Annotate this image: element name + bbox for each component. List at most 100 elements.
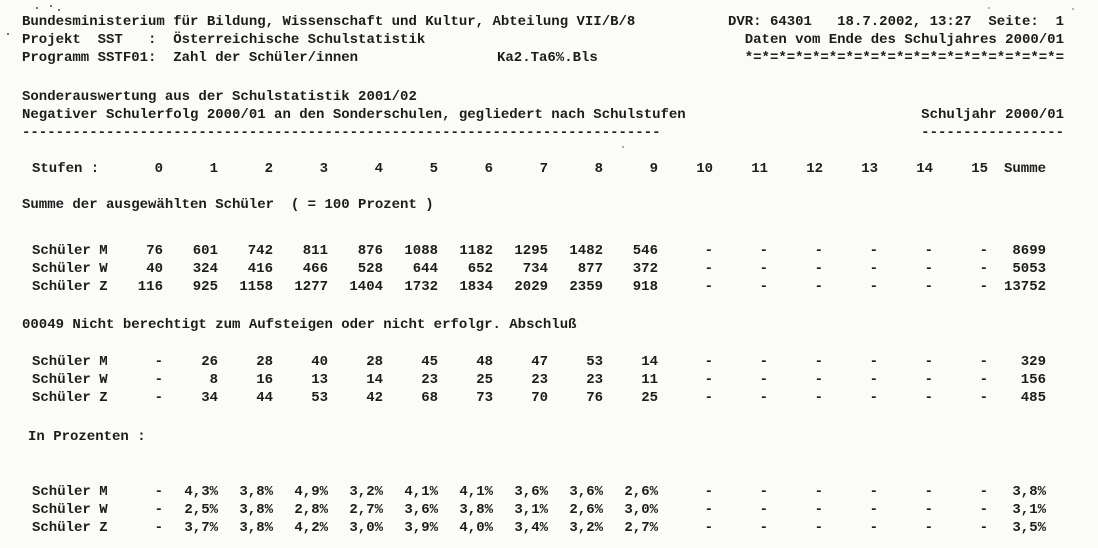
table-cell: - xyxy=(759,502,768,518)
table-cell: - xyxy=(154,354,163,370)
table-cell: 14 xyxy=(366,372,383,388)
table-cell: 329 xyxy=(1020,354,1046,370)
table-cell: 47 xyxy=(531,354,548,370)
table-cell: 734 xyxy=(522,261,548,277)
table-cell: 8 xyxy=(209,372,218,388)
table-cell: - xyxy=(814,520,823,536)
table-cell: 45 xyxy=(421,354,438,370)
column-header: 4 xyxy=(374,161,383,177)
column-header: 3 xyxy=(319,161,328,177)
table-row: Schüler Z - 3,7% 3,8% 4,2% 3,0% 3,9% 4,0% 3,4% 3,… xyxy=(22,519,1064,537)
table-cell: 3,1% xyxy=(1012,502,1046,518)
school-year-label: Schuljahr 2000/01 xyxy=(921,107,1064,123)
table-cell: - xyxy=(759,390,768,406)
table-cell: 76 xyxy=(586,390,603,406)
table-cell: - xyxy=(704,372,713,388)
scan-artifact xyxy=(50,5,52,7)
table-cell: 925 xyxy=(192,279,218,295)
row-label: Schüler W xyxy=(32,502,108,518)
report-title: Negativer Schulerfolg 2000/01 an den Son… xyxy=(22,107,686,123)
table-cell: - xyxy=(979,243,988,259)
table-cell: 70 xyxy=(531,390,548,406)
table-cell: - xyxy=(869,390,878,406)
column-header: 6 xyxy=(484,161,493,177)
table-cell: - xyxy=(869,261,878,277)
table-cell: 23 xyxy=(531,372,548,388)
table-cell: 876 xyxy=(357,243,383,259)
table-cell: - xyxy=(869,484,878,500)
row-label: Schüler M xyxy=(32,354,108,370)
table-cell: 485 xyxy=(1020,390,1046,406)
table-cell: 811 xyxy=(302,243,328,259)
project-label: Projekt SST : Österreichische Schulstati… xyxy=(22,32,426,48)
table-cell: - xyxy=(814,390,823,406)
table-row: Schüler Z - 34 44 53 42 68 73 70 76 25 - - - - - - 485 xyxy=(22,389,1064,407)
table-cell: 3,8% xyxy=(239,520,273,536)
table-cell: 11 xyxy=(641,372,658,388)
table-row: Schüler M 76 601 742 811 876 1088 1182 1295 1482 5… xyxy=(22,242,1064,260)
title-underline-right: ----------------- xyxy=(921,125,1064,141)
table-cell: - xyxy=(704,390,713,406)
table-cell: 2,7% xyxy=(624,520,658,536)
table-cell: 918 xyxy=(632,279,658,295)
column-header: 0 xyxy=(154,161,163,177)
header-line-1: Bundesministerium für Bildung, Wissensch… xyxy=(22,13,1064,31)
row-label: Schüler W xyxy=(32,261,108,277)
table-header-row: Stufen :0 1 2 3 4 5 6 7 8 9 10 11 12 13 14 15 Summe xyxy=(22,160,1064,178)
file-reference: Ka2.Ta6%.Bls xyxy=(497,50,598,66)
table-cell: - xyxy=(704,520,713,536)
table-cell: - xyxy=(924,484,933,500)
table-cell: 3,0% xyxy=(624,502,658,518)
table-cell: 14 xyxy=(641,354,658,370)
report-subtitle: Sonderauswertung aus der Schulstatistik … xyxy=(22,89,417,105)
title-line-1: Sonderauswertung aus der Schulstatistik … xyxy=(22,88,1064,106)
table-cell: - xyxy=(814,243,823,259)
table-cell: 116 xyxy=(137,279,163,295)
table-cell: 40 xyxy=(311,354,328,370)
table-cell: 877 xyxy=(577,261,603,277)
report-header: Bundesministerium für Bildung, Wissensch… xyxy=(22,13,1064,67)
scan-artifact xyxy=(622,146,624,148)
table-cell: 3,9% xyxy=(404,520,438,536)
table-cell: - xyxy=(979,390,988,406)
table-cell: - xyxy=(704,484,713,500)
column-header: 14 xyxy=(916,161,933,177)
table-cell: - xyxy=(154,520,163,536)
table-cell: 48 xyxy=(476,354,493,370)
program-label: Programm SSTF01: Zahl der Schüler/innen xyxy=(22,50,359,66)
table-row: Schüler M - 26 28 40 28 45 48 47 53 14 - - - - - - 329 xyxy=(22,353,1064,371)
table-cell: 8699 xyxy=(1012,243,1046,259)
table-cell: 16 xyxy=(256,372,273,388)
table-cell: 3,5% xyxy=(1012,520,1046,536)
table-cell: - xyxy=(759,520,768,536)
table-cell: - xyxy=(979,279,988,295)
table-cell: - xyxy=(704,243,713,259)
table-cell: - xyxy=(924,261,933,277)
table-cell: 2359 xyxy=(569,279,603,295)
table-cell: 42 xyxy=(366,390,383,406)
table-cell: 644 xyxy=(412,261,438,277)
scan-artifact xyxy=(988,7,990,9)
table-cell: 1182 xyxy=(459,243,493,259)
table-cell: 3,4% xyxy=(514,520,548,536)
title-underline: ----------------------------------------… xyxy=(22,124,1064,142)
section-heading: In Prozenten : xyxy=(28,429,146,445)
table-cell: - xyxy=(814,484,823,500)
ministry-name: Bundesministerium für Bildung, Wissensch… xyxy=(22,14,636,30)
table-cell: 2,5% xyxy=(184,502,218,518)
table-cell: 601 xyxy=(192,243,218,259)
table-cell: 23 xyxy=(421,372,438,388)
table-cell: - xyxy=(979,372,988,388)
table-cell: 4,3% xyxy=(184,484,218,500)
table-cell: - xyxy=(924,502,933,518)
table-cell: 76 xyxy=(146,243,163,259)
scan-artifact xyxy=(58,9,60,11)
table-cell: 3,6% xyxy=(514,484,548,500)
table-cell: 3,8% xyxy=(239,484,273,500)
table-cell: 2029 xyxy=(514,279,548,295)
table-row: Schüler M - 4,3% 3,8% 4,9% 3,2% 4,1% 4,1% 3,6% 3,… xyxy=(22,483,1064,501)
dvr-date-page: DVR: 64301 18.7.2002, 13:27 Seite: 1 xyxy=(727,14,1064,30)
table-cell: 3,6% xyxy=(569,484,603,500)
table-cell: 40 xyxy=(146,261,163,277)
table-cell: 13752 xyxy=(1003,279,1046,295)
